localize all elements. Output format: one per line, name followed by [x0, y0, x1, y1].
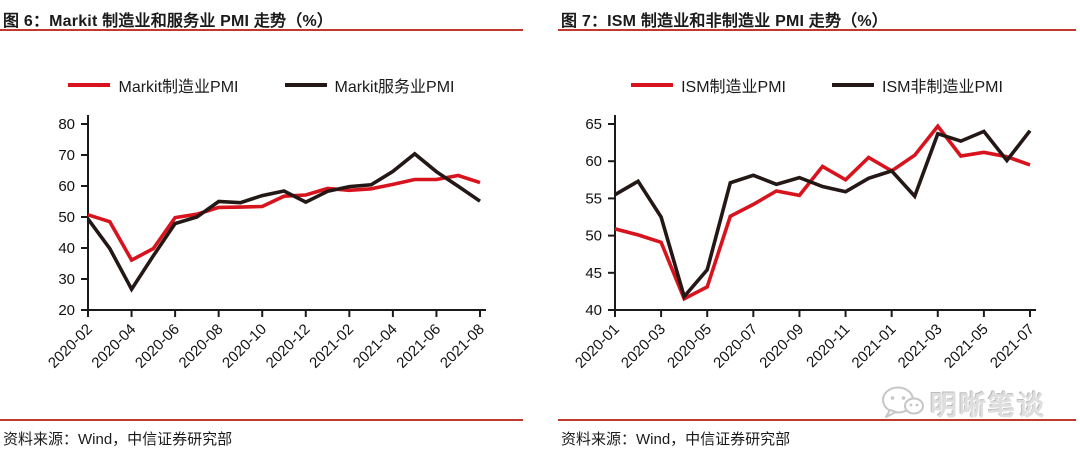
ism-pmi-line-chart: 40 45 50 55 60 65 2020-012020-032020-052020-07… — [572, 115, 1038, 372]
svg-text:60: 60 — [585, 153, 602, 170]
svg-text:2021-02: 2021-02 — [306, 321, 357, 372]
svg-text:20: 20 — [58, 302, 75, 319]
svg-text:55: 55 — [585, 190, 602, 207]
svg-text:2021-01: 2021-01 — [849, 321, 900, 372]
ism-chart-panel: 图 7：ISM 制造业和非制造业 PMI 走势（%） ISM制造业PMI ISM… — [558, 0, 1076, 455]
legend-item-markit-manufacturing: Markit制造业PMI — [68, 73, 239, 97]
svg-text:2021-06: 2021-06 — [393, 321, 444, 372]
svg-text:2020-12: 2020-12 — [263, 321, 314, 372]
svg-text:50: 50 — [58, 209, 75, 226]
svg-text:2020-06: 2020-06 — [132, 321, 183, 372]
svg-text:2020-03: 2020-03 — [618, 321, 669, 372]
legend-label: Markit制造业PMI — [118, 79, 239, 96]
source-rule — [558, 419, 1076, 421]
red-line-swatch — [631, 83, 674, 87]
svg-text:2020-04: 2020-04 — [88, 321, 139, 372]
legend-item-ism-nonmanufacturing: ISM非制造业PMI — [832, 73, 1003, 97]
red-line-swatch — [68, 83, 111, 87]
source-text: 资料来源：Wind，中信证券研究部 — [561, 431, 791, 448]
svg-text:2020-05: 2020-05 — [664, 321, 715, 372]
svg-text:80: 80 — [58, 116, 75, 133]
figure-7-title: 图 7：ISM 制造业和非制造业 PMI 走势（%） — [561, 13, 888, 30]
watermark-label: 明晰笔谈 — [930, 390, 1046, 421]
svg-text:2021-03: 2021-03 — [895, 321, 946, 372]
markit-pmi-line-chart: 203040506070802020-022020-042020-062020-… — [45, 115, 488, 372]
source-rule — [0, 419, 523, 421]
svg-text:50: 50 — [585, 228, 602, 245]
wechat-icon — [882, 386, 924, 418]
markit-chart-panel: 图 6：Markit 制造业和服务业 PMI 走势（%） Markit制造业PM… — [0, 0, 523, 455]
svg-text:2020-07: 2020-07 — [710, 321, 761, 372]
svg-text:2020-02: 2020-02 — [45, 321, 96, 372]
legend-label: ISM制造业PMI — [681, 79, 786, 96]
svg-text:30: 30 — [58, 271, 75, 288]
black-line-swatch — [284, 83, 327, 87]
svg-text:70: 70 — [58, 147, 75, 164]
legend-label: ISM非制造业PMI — [882, 79, 1003, 96]
svg-text:2020-09: 2020-09 — [756, 321, 807, 372]
svg-text:40: 40 — [58, 240, 75, 257]
svg-text:2020-11: 2020-11 — [803, 321, 853, 371]
svg-text:45: 45 — [585, 265, 602, 282]
title-underline — [558, 29, 1076, 31]
legend-item-ism-manufacturing: ISM制造业PMI — [631, 73, 786, 97]
legend-label: Markit服务业PMI — [334, 79, 455, 96]
title-underline — [0, 29, 523, 31]
legend-item-markit-services: Markit服务业PMI — [284, 73, 455, 97]
svg-text:2020-10: 2020-10 — [219, 321, 270, 372]
figure-6-title: 图 6：Markit 制造业和服务业 PMI 走势（%） — [3, 13, 334, 30]
svg-text:60: 60 — [58, 178, 75, 195]
svg-text:2020-01: 2020-01 — [572, 321, 623, 372]
black-line-swatch — [832, 83, 874, 87]
source-text: 资料来源：Wind，中信证券研究部 — [3, 431, 233, 448]
svg-text:2020-08: 2020-08 — [176, 321, 227, 372]
svg-text:40: 40 — [585, 302, 602, 319]
svg-text:2021-08: 2021-08 — [437, 321, 488, 372]
svg-text:2021-07: 2021-07 — [987, 321, 1038, 372]
svg-text:2021-05: 2021-05 — [941, 321, 992, 372]
wechat-watermark: 明晰笔谈 — [880, 384, 1076, 422]
markit-legend: Markit制造业PMI Markit服务业PMI — [0, 73, 523, 97]
ism-legend: ISM制造业PMI ISM非制造业PMI — [558, 73, 1076, 97]
svg-text:2021-04: 2021-04 — [350, 321, 401, 372]
svg-text:65: 65 — [585, 116, 602, 133]
